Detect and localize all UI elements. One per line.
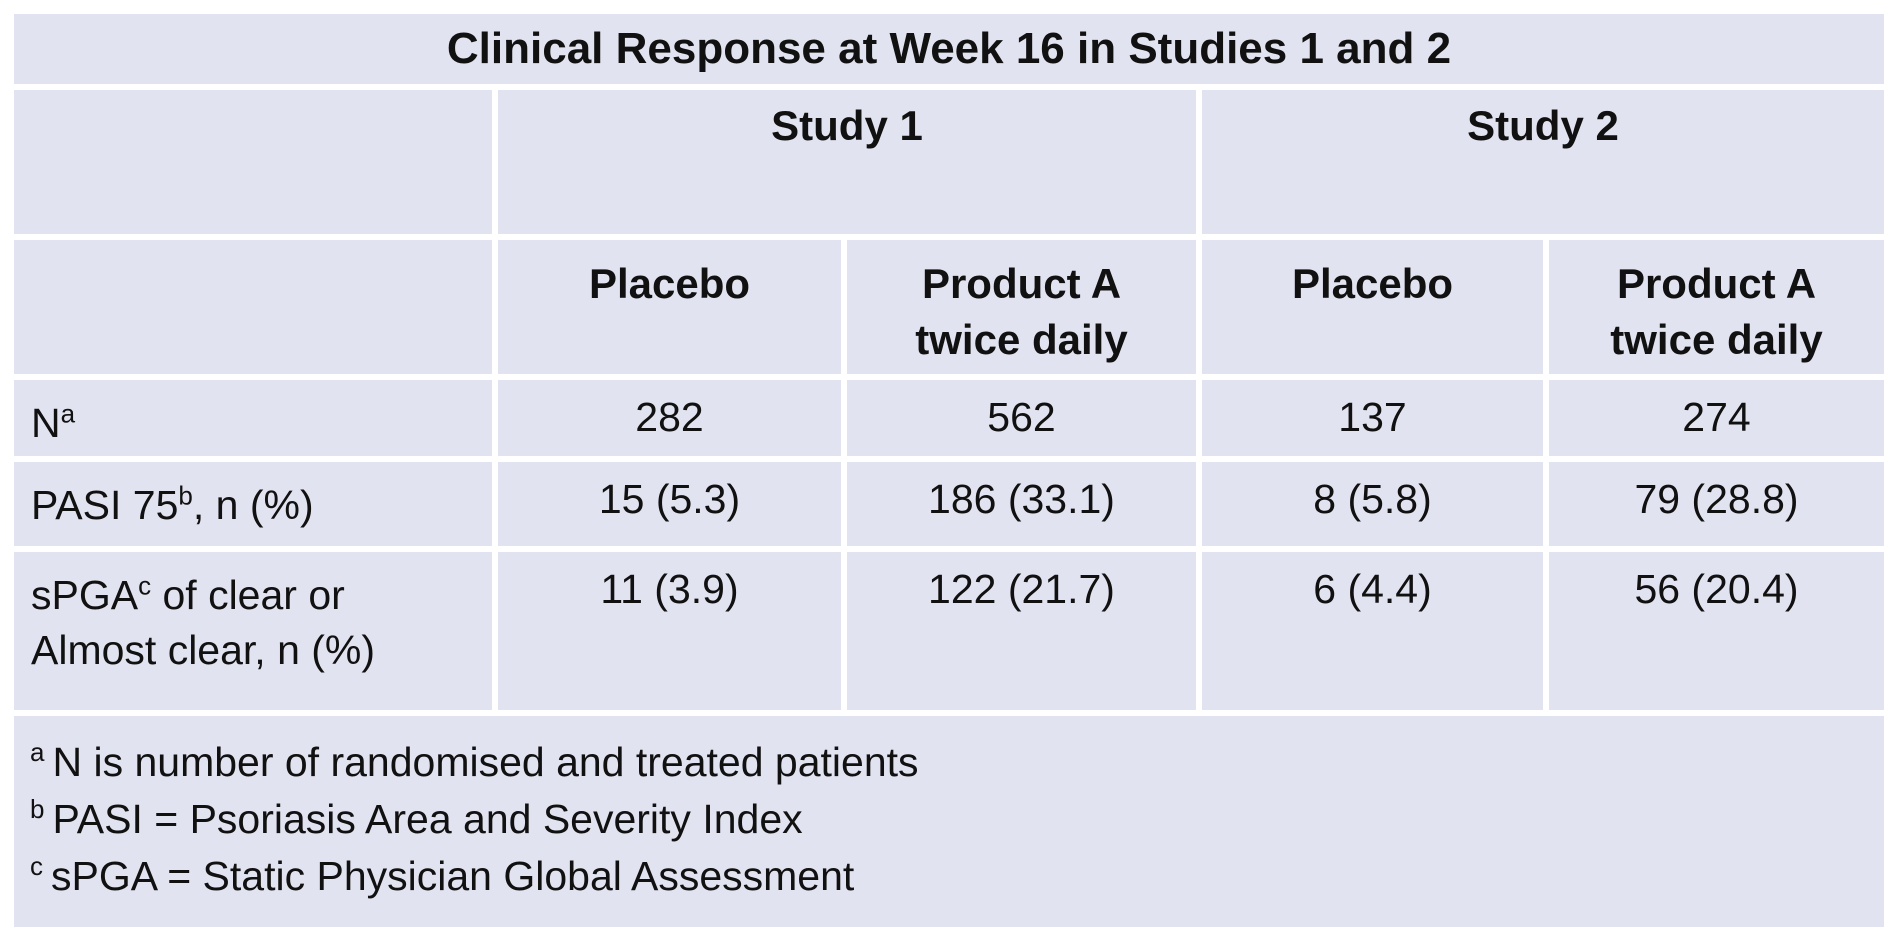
value-text: 11 (3.9) bbox=[600, 566, 739, 612]
value-n-study2-product-a: 274 bbox=[1549, 380, 1884, 456]
arm-header-study1-placebo: Placebo bbox=[498, 240, 841, 374]
arm-header-study2-product-a: Product A twice daily bbox=[1549, 240, 1884, 374]
row-label-text-post: , n (%) bbox=[192, 482, 314, 528]
value-text: 137 bbox=[1338, 394, 1407, 440]
row-label-spga: sPGAc of clear or Almost clear, n (%) bbox=[14, 552, 492, 710]
value-n-study1-placebo: 282 bbox=[498, 380, 841, 456]
row-label-line2: Almost clear, n (%) bbox=[31, 627, 376, 673]
row-label-superscript: c bbox=[138, 570, 152, 601]
footnote-b: b PASI = Psoriasis Area and Severity Inde… bbox=[30, 791, 1874, 848]
value-pasi75-study1-product-a: 186 (33.1) bbox=[847, 462, 1196, 546]
value-pasi75-study1-placebo: 15 (5.3) bbox=[498, 462, 841, 546]
value-text: 186 (33.1) bbox=[928, 476, 1115, 522]
empty-header-cell bbox=[14, 240, 492, 374]
arm-header-line1: Placebo bbox=[588, 260, 751, 307]
clinical-response-table: Clinical Response at Week 16 in Studies … bbox=[14, 14, 1884, 927]
value-text: 15 (5.3) bbox=[598, 476, 741, 522]
value-text: 562 bbox=[987, 394, 1056, 440]
study-2-header: Study 2 bbox=[1202, 90, 1884, 234]
footnote-c-text: sPGA = Static Physician Global Assessmen… bbox=[51, 853, 855, 899]
footnote-a-text: N is number of randomised and treated pa… bbox=[52, 739, 919, 785]
footnote-a-superscript: a bbox=[30, 737, 45, 768]
row-label-n: Na bbox=[14, 380, 492, 456]
value-spga-study2-placebo: 6 (4.4) bbox=[1202, 552, 1543, 710]
value-text: 274 bbox=[1682, 394, 1751, 440]
row-label-text: PASI 75 bbox=[31, 482, 179, 528]
arm-header-study1-product-a: Product A twice daily bbox=[847, 240, 1196, 374]
arm-header-line1: Product A bbox=[1616, 260, 1817, 307]
arm-header-line1: Product A bbox=[921, 260, 1122, 307]
value-text: 79 (28.8) bbox=[1634, 476, 1799, 522]
row-label-pasi75: PASI 75b, n (%) bbox=[14, 462, 492, 546]
study-1-header-label: Study 1 bbox=[771, 102, 923, 149]
footnote-c: c sPGA = Static Physician Global Assessme… bbox=[30, 848, 1874, 905]
table-title-text: Clinical Response at Week 16 in Studies … bbox=[446, 24, 1452, 73]
row-label-superscript: b bbox=[178, 480, 193, 511]
arm-header-line2: twice daily bbox=[1610, 316, 1823, 363]
footnote-b-text: PASI = Psoriasis Area and Severity Index bbox=[52, 796, 803, 842]
footnote-b-superscript: b bbox=[30, 794, 45, 825]
value-pasi75-study2-product-a: 79 (28.8) bbox=[1549, 462, 1884, 546]
value-text: 6 (4.4) bbox=[1313, 566, 1432, 612]
value-pasi75-study2-placebo: 8 (5.8) bbox=[1202, 462, 1543, 546]
value-n-study2-placebo: 137 bbox=[1202, 380, 1543, 456]
arm-header-study2-placebo: Placebo bbox=[1202, 240, 1543, 374]
value-text: 56 (20.4) bbox=[1634, 566, 1799, 612]
empty-corner-cell bbox=[14, 90, 492, 234]
arm-header-line2: twice daily bbox=[915, 316, 1128, 363]
row-label-text: sPGA bbox=[31, 572, 139, 618]
value-spga-study2-product-a: 56 (20.4) bbox=[1549, 552, 1884, 710]
row-label-text-post: of clear or bbox=[151, 572, 345, 618]
row-label-superscript: a bbox=[60, 398, 76, 429]
footnote-c-superscript: c bbox=[30, 851, 43, 882]
value-spga-study1-product-a: 122 (21.7) bbox=[847, 552, 1196, 710]
value-spga-study1-placebo: 11 (3.9) bbox=[498, 552, 841, 710]
row-label-text: N bbox=[31, 400, 61, 446]
study-1-header: Study 1 bbox=[498, 90, 1196, 234]
arm-header-line1: Placebo bbox=[1291, 260, 1454, 307]
value-text: 282 bbox=[635, 394, 704, 440]
value-n-study1-product-a: 562 bbox=[847, 380, 1196, 456]
value-text: 122 (21.7) bbox=[928, 566, 1115, 612]
table-title: Clinical Response at Week 16 in Studies … bbox=[14, 14, 1884, 84]
value-text: 8 (5.8) bbox=[1313, 476, 1432, 522]
study-2-header-label: Study 2 bbox=[1467, 102, 1619, 149]
